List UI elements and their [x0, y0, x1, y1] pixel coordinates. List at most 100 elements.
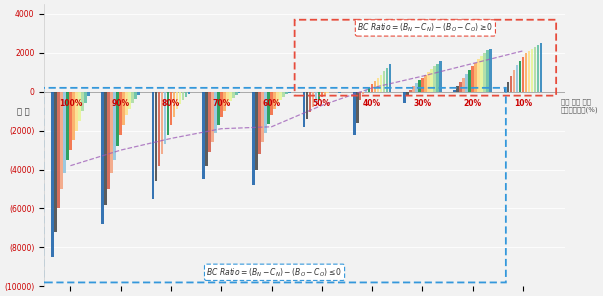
Bar	[163, 92, 166, 144]
Bar	[131, 92, 134, 103]
Bar	[318, 92, 320, 99]
Bar	[486, 50, 489, 92]
Bar	[229, 92, 232, 101]
Bar	[217, 92, 219, 125]
Bar	[484, 53, 486, 92]
Bar	[238, 92, 241, 93]
Bar	[208, 92, 210, 152]
Text: 10%: 10%	[514, 99, 532, 107]
Bar	[104, 92, 107, 205]
Bar	[430, 69, 433, 92]
Text: $BC\ Ratio = (B_N - C_N) - (B_O - C_O) \geq 0$: $BC\ Ratio = (B_N - C_N) - (B_O - C_O) \…	[357, 22, 493, 34]
Bar	[51, 92, 54, 257]
Bar	[380, 75, 382, 92]
Bar	[436, 64, 438, 92]
Text: 20%: 20%	[464, 99, 482, 107]
Bar	[353, 92, 356, 135]
Bar	[78, 92, 81, 121]
Bar	[270, 92, 273, 115]
Bar	[522, 57, 524, 92]
Bar	[69, 92, 72, 150]
Bar	[255, 92, 258, 170]
Bar	[155, 92, 157, 181]
Bar	[459, 82, 462, 92]
Bar	[267, 92, 270, 124]
Bar	[81, 92, 84, 111]
Bar	[525, 53, 527, 92]
Bar	[537, 45, 539, 92]
Text: 100%: 100%	[58, 99, 82, 107]
Bar	[185, 92, 187, 96]
Bar	[403, 92, 406, 103]
Bar	[113, 92, 116, 160]
Bar	[427, 72, 430, 92]
Text: 60%: 60%	[262, 99, 280, 107]
Bar	[214, 92, 216, 133]
Bar	[285, 92, 288, 94]
Bar	[309, 92, 311, 112]
Bar	[107, 92, 110, 189]
Bar	[258, 92, 261, 154]
Bar	[205, 92, 207, 166]
Bar	[466, 74, 468, 92]
Bar	[137, 92, 140, 95]
Bar	[528, 51, 530, 92]
Bar	[481, 56, 483, 92]
Bar	[288, 92, 291, 93]
Bar	[119, 92, 122, 135]
Text: 기존 축사 대비
토지단가비율(%): 기존 축사 대비 토지단가비율(%)	[561, 99, 598, 113]
Bar	[220, 92, 223, 117]
Bar	[84, 92, 87, 103]
Bar	[279, 92, 282, 100]
Bar	[386, 68, 388, 92]
Bar	[421, 78, 424, 92]
Bar	[306, 92, 308, 119]
Text: 90%: 90%	[112, 99, 130, 107]
Bar	[178, 92, 182, 104]
Bar	[169, 92, 172, 125]
Bar	[469, 70, 471, 92]
Y-axis label: 천 원: 천 원	[17, 107, 30, 116]
Bar	[439, 61, 441, 92]
Text: 80%: 80%	[162, 99, 180, 107]
Bar	[166, 92, 169, 135]
Bar	[75, 92, 78, 131]
Bar	[122, 92, 125, 125]
Bar	[158, 92, 160, 166]
Bar	[303, 92, 305, 127]
Bar	[101, 92, 104, 224]
Bar	[202, 92, 204, 179]
Bar	[54, 92, 57, 232]
Bar	[507, 82, 510, 92]
Bar	[418, 81, 421, 92]
Bar	[478, 59, 480, 92]
Bar	[516, 65, 519, 92]
Bar	[463, 78, 465, 92]
Bar	[315, 92, 317, 103]
Bar	[406, 92, 409, 96]
Bar	[338, 92, 341, 93]
Bar	[223, 92, 226, 111]
Bar	[489, 49, 492, 92]
Text: 70%: 70%	[212, 99, 230, 107]
Bar	[282, 92, 285, 96]
Bar	[134, 92, 137, 99]
Bar	[424, 75, 427, 92]
Bar	[356, 92, 359, 123]
Bar	[252, 92, 255, 185]
Bar	[540, 43, 542, 92]
Bar	[182, 92, 185, 100]
Bar	[264, 92, 267, 133]
Bar	[510, 76, 513, 92]
Text: 50%: 50%	[313, 99, 331, 107]
Text: 30%: 30%	[413, 99, 432, 107]
Bar	[519, 61, 521, 92]
Bar	[323, 92, 326, 95]
Bar	[368, 87, 370, 92]
Bar	[232, 92, 235, 98]
Bar	[110, 92, 113, 173]
Text: $BC\ Ratio = (B_N - C_N) - (B_O - C_O) \leq 0$: $BC\ Ratio = (B_N - C_N) - (B_O - C_O) \…	[206, 266, 343, 279]
Bar	[383, 71, 385, 92]
Bar	[389, 65, 391, 92]
Bar	[72, 92, 75, 140]
